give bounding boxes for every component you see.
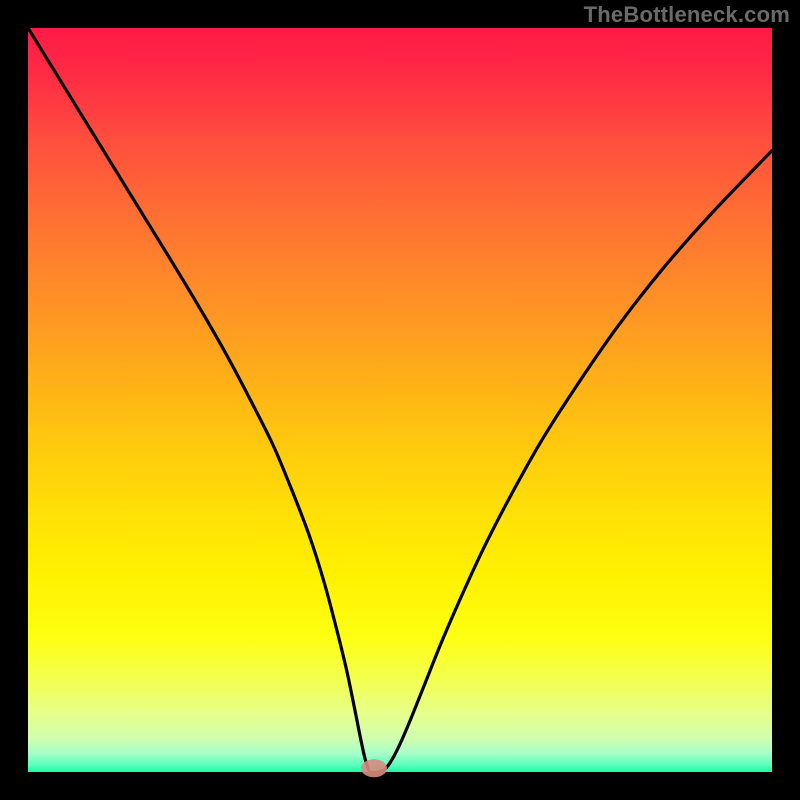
watermark-text: TheBottleneck.com — [584, 2, 790, 28]
plot-background — [28, 28, 772, 772]
bottleneck-chart — [0, 0, 800, 800]
chart-container: TheBottleneck.com — [0, 0, 800, 800]
optimum-marker — [361, 759, 387, 777]
